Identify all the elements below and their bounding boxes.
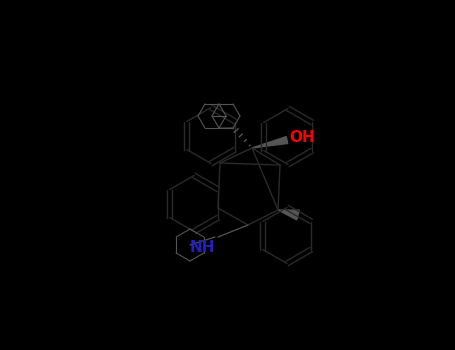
Polygon shape: [278, 210, 299, 220]
Polygon shape: [252, 136, 288, 148]
Text: OH: OH: [289, 131, 315, 146]
Text: NH: NH: [189, 240, 215, 255]
